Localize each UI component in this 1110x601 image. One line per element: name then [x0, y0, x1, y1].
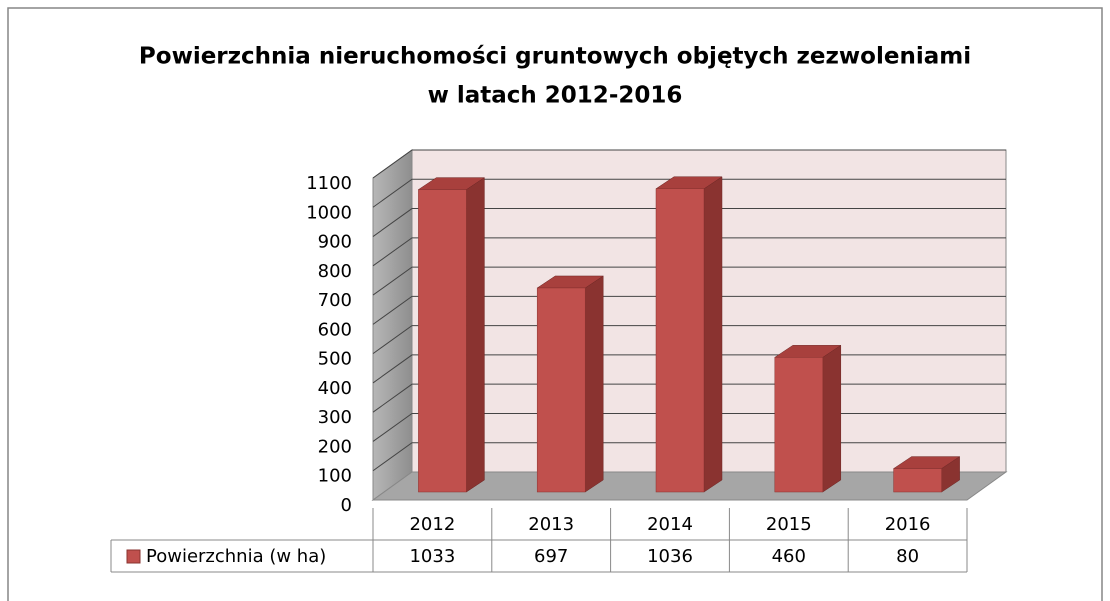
data-label: 460 [772, 546, 806, 567]
bar-side [584, 275, 604, 493]
bar-side [822, 344, 842, 493]
bar [418, 189, 467, 493]
legend-label: Powierzchnia (w ha) [146, 546, 326, 567]
x-tick-label: 2013 [528, 514, 574, 535]
y-tick-label: 1000 [306, 202, 352, 223]
data-label: 697 [534, 546, 568, 567]
y-tick-label: 100 [318, 466, 352, 487]
y-tick-label: 1100 [306, 173, 352, 194]
y-tick-label: 200 [318, 436, 352, 457]
data-label: 1036 [647, 546, 693, 567]
bar-side [703, 176, 723, 493]
y-tick-label: 800 [318, 261, 352, 282]
chart-title: w latach 2012-2016 [428, 83, 683, 109]
y-tick-label: 900 [318, 232, 352, 253]
bar [893, 468, 942, 493]
x-tick-label: 2012 [409, 514, 455, 535]
y-tick-label: 500 [318, 349, 352, 370]
bar [536, 287, 586, 493]
x-tick-label: 2016 [885, 514, 931, 535]
grid-line [372, 325, 1006, 355]
y-tick-label: 400 [318, 378, 352, 399]
chart-title: Powierzchnia nieruchomości gruntowych ob… [139, 44, 971, 70]
bar [655, 188, 705, 493]
data-label: 80 [896, 546, 919, 567]
data-label: 1033 [409, 546, 455, 567]
y-tick-label: 600 [318, 319, 352, 340]
y-tick-label: 0 [341, 495, 352, 516]
legend-swatch [126, 549, 141, 564]
y-tick-label: 300 [318, 407, 352, 428]
bar-side [466, 177, 485, 493]
y-tick-label: 700 [318, 290, 352, 311]
grid-line [372, 237, 1006, 267]
grid-line [372, 295, 1006, 325]
grid-line [372, 266, 1006, 296]
grid-line [372, 208, 1006, 237]
x-tick-label: 2015 [766, 514, 812, 535]
grid-line [372, 149, 1006, 179]
x-tick-label: 2014 [647, 514, 693, 535]
bar [774, 357, 824, 493]
grid-line [372, 178, 1006, 208]
